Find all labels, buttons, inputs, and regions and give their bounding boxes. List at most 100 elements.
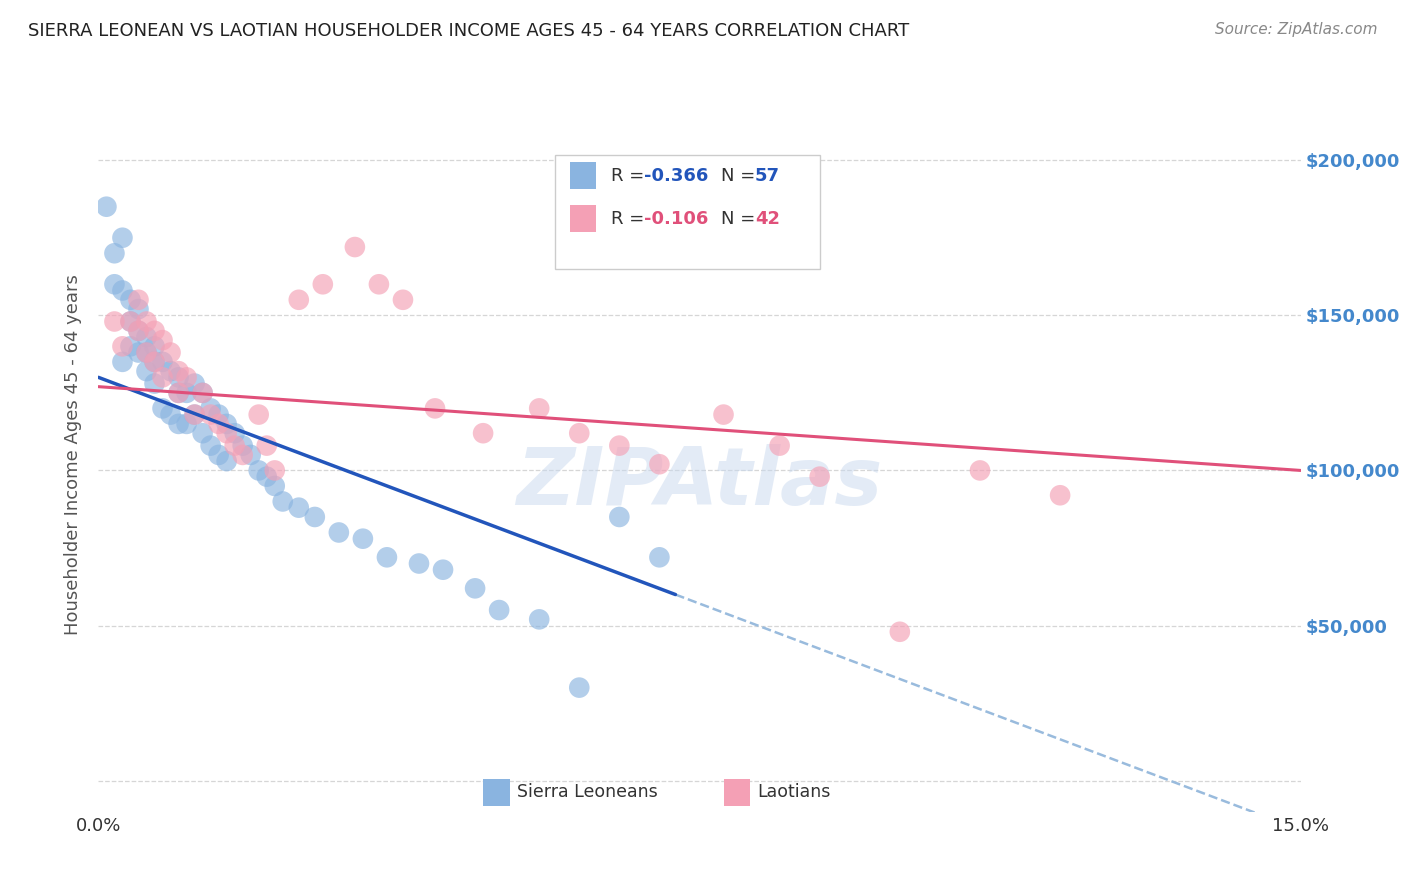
Point [120,339,142,353]
Point [648,457,671,471]
Point [568,426,591,441]
FancyBboxPatch shape [569,205,596,232]
Point [263,463,285,477]
Point [183,408,205,422]
Point [271,494,294,508]
Point [120,293,142,307]
Point [215,454,238,468]
Point [183,408,205,422]
Point [96,200,118,214]
Point [135,345,157,359]
Point [143,324,166,338]
Point [143,376,166,391]
Point [529,401,551,416]
Point [423,401,446,416]
Point [200,408,222,422]
Point [208,448,231,462]
Point [769,439,792,453]
FancyBboxPatch shape [555,155,820,269]
Point [167,417,190,431]
Point [432,563,454,577]
Point [472,426,495,441]
Point [328,525,350,540]
Point [408,557,430,571]
Point [375,550,398,565]
Point [135,345,157,359]
Point [609,439,631,453]
Point [152,401,174,416]
Point [256,469,278,483]
Point [120,314,142,328]
Point [128,302,150,317]
Point [128,324,150,338]
Point [288,500,311,515]
Point [239,448,262,462]
Point [568,681,591,695]
Point [103,277,125,292]
Point [143,355,166,369]
Point [152,355,174,369]
Point [111,231,134,245]
Point [159,364,181,378]
Point [609,510,631,524]
Text: R =: R = [610,210,650,227]
Text: Source: ZipAtlas.com: Source: ZipAtlas.com [1215,22,1378,37]
Point [392,293,415,307]
Point [176,385,198,400]
Point [232,448,254,462]
Point [111,284,134,298]
Point [143,339,166,353]
Point [713,408,735,422]
Point [167,385,190,400]
FancyBboxPatch shape [724,779,749,806]
Text: 42: 42 [755,210,780,227]
Point [215,426,238,441]
Point [215,417,238,431]
Point [167,370,190,384]
Point [103,314,125,328]
Point [889,624,911,639]
Point [143,355,166,369]
Text: Sierra Leoneans: Sierra Leoneans [517,783,658,801]
Point [263,479,285,493]
Point [808,469,831,483]
Point [648,550,671,565]
Point [368,277,391,292]
Point [208,408,231,422]
Point [128,324,150,338]
Point [200,439,222,453]
Point [159,408,181,422]
Point [176,370,198,384]
Text: N =: N = [721,167,761,185]
Text: R =: R = [610,167,650,185]
Point [1049,488,1071,502]
Point [152,333,174,347]
Text: N =: N = [721,210,761,227]
Point [224,439,246,453]
Point [312,277,335,292]
Point [232,439,254,453]
Point [191,426,214,441]
Point [304,510,326,524]
Point [167,364,190,378]
FancyBboxPatch shape [484,779,509,806]
Point [191,385,214,400]
Point [200,401,222,416]
Text: SIERRA LEONEAN VS LAOTIAN HOUSEHOLDER INCOME AGES 45 - 64 YEARS CORRELATION CHAR: SIERRA LEONEAN VS LAOTIAN HOUSEHOLDER IN… [28,22,910,40]
Point [208,417,231,431]
Point [135,364,157,378]
Point [256,439,278,453]
Text: Laotians: Laotians [758,783,831,801]
Point [488,603,510,617]
FancyBboxPatch shape [569,162,596,189]
Point [969,463,991,477]
Point [191,385,214,400]
Point [288,293,311,307]
Text: -0.366: -0.366 [644,167,709,185]
Text: -0.106: -0.106 [644,210,709,227]
Text: 57: 57 [755,167,780,185]
Point [120,314,142,328]
Point [247,463,270,477]
Point [111,339,134,353]
Point [135,330,157,344]
